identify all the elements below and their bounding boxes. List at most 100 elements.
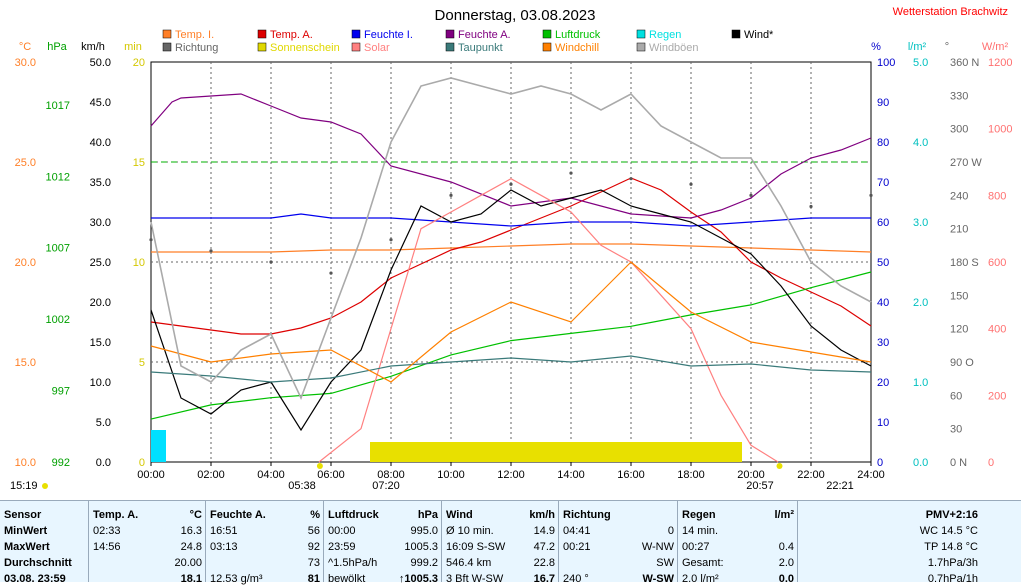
legend-swatch	[351, 42, 361, 52]
stats-row-label: MaxWert	[4, 541, 50, 553]
legend-item: Temp. I.	[162, 29, 214, 41]
legend-swatch	[636, 29, 646, 39]
axis-tick: 1.0	[913, 377, 928, 389]
series-line-feuchte-i-	[151, 213, 871, 227]
stats-dir-current: W-SW	[642, 573, 674, 585]
axis-tick: 5	[139, 357, 145, 369]
marker-moonset-time: 15:19	[10, 480, 38, 492]
series-direction-point	[689, 182, 693, 186]
stats-temp-value: 20.00	[174, 557, 202, 569]
axis-tick: 1017	[46, 100, 70, 112]
stats-wind-label: 546.4 km	[446, 557, 492, 569]
stats-col-humidity: Feuchte A.% 16:51 56 03:13 92 73 12.53 g/m…	[205, 501, 324, 585]
legend-swatch	[542, 29, 552, 39]
legend-label: Taupunkt	[458, 42, 503, 54]
axis-unit: °	[945, 41, 949, 53]
stats-temp-header: Temp. A.	[93, 509, 139, 521]
axis-tick: 0.0	[913, 457, 928, 469]
stats-dir-header: Richtung	[563, 509, 611, 521]
series-direction-point	[869, 193, 873, 197]
series-sunshine	[370, 442, 742, 462]
series-direction-point	[389, 238, 393, 242]
axis-tick: 15.0	[90, 337, 111, 349]
axis-tick: 0	[139, 457, 145, 469]
x-tick: 08:00	[377, 469, 405, 481]
series-direction-point	[629, 177, 633, 181]
series-direction-point	[509, 182, 513, 186]
axis-tick: 800	[988, 190, 1006, 202]
legend-label: Regen	[649, 29, 681, 41]
stats-row-label: MinWert	[4, 525, 48, 537]
grid	[151, 62, 871, 462]
marker-sunrise-time: 05:38	[288, 480, 316, 492]
x-tick: 00:00	[137, 469, 165, 481]
legend-swatch	[257, 29, 267, 39]
stats-wind-label: Ø 10 min.	[446, 525, 494, 537]
stats-dir-time: 04:41	[563, 525, 591, 537]
axis-tick: 60	[877, 217, 889, 229]
x-tick: 10:00	[437, 469, 465, 481]
stats-hum-value: 56	[307, 525, 320, 537]
stats-hum-value: 73	[307, 557, 320, 569]
stats-wind-value: 47.2	[533, 541, 555, 553]
axis-tick: 45.0	[90, 97, 111, 109]
legend-item: Feuchte I.	[351, 29, 413, 41]
series-line-feuchte-a-	[150, 93, 872, 219]
stats-rain-label: 2.0 l/m²	[682, 573, 719, 585]
stats-hum-header: Feuchte A.	[210, 509, 266, 521]
stats-dir-value: SW	[656, 557, 674, 569]
legend-label: Windchill	[555, 42, 599, 54]
series-layer	[149, 77, 873, 463]
axis-tick: 30	[877, 337, 889, 349]
axes: 30.0 25.0 20.0 15.0 10.0 1017 1012 1007 1002 997 9…	[15, 57, 1013, 481]
legend-swatch	[257, 42, 267, 52]
marker-sunset-time: 20:57	[746, 480, 774, 492]
legend-swatch	[542, 42, 552, 52]
legend-label: Richtung	[175, 42, 218, 54]
stats-col-rain: Regen l/m² 14 min. 00:27 0.4 Gesamt: 2.0 2.…	[677, 501, 798, 585]
legend-label: Feuchte I.	[364, 29, 413, 41]
axis-tick: 330	[950, 90, 968, 102]
station-name: Wetterstation Brachwitz	[893, 6, 1008, 18]
chart-title: Donnerstag, 03.08.2023	[435, 7, 596, 24]
stats-temp-current: 18.1	[180, 573, 202, 585]
stats-press-forecast: bewölkt	[328, 573, 366, 585]
stats-press-time: 23:59	[328, 541, 356, 553]
axis-tick: 3.0	[913, 217, 928, 229]
axis-units: °C hPa km/h min% l/m² ° W/m²	[19, 41, 1009, 53]
axis-tick: 180 S	[950, 257, 979, 269]
stats-wind-current: 16.7	[533, 573, 555, 585]
stats-hum-current: 81	[307, 573, 320, 585]
axis-tick: 2.0	[913, 297, 928, 309]
legend-label: Luftdruck	[555, 29, 601, 41]
axis-tick: 120	[950, 324, 968, 336]
axis-tick: 25.0	[90, 257, 111, 269]
axis-unit: l/m²	[908, 41, 927, 53]
axis-tick: 210	[950, 224, 968, 236]
x-tick: 06:00	[317, 469, 345, 481]
series-line-taupunkt	[150, 355, 872, 383]
axis-tick: 90	[877, 97, 889, 109]
legend-swatch	[351, 29, 361, 39]
sun-markers: 15:19 05:38 07:20 20:57 22:21	[10, 463, 854, 492]
legend: Temp. I. Temp. A. Feuchte I. Feuchte A. Luft…	[162, 29, 774, 54]
stats-rain-value: 0.4	[778, 541, 794, 553]
legend-item: Wind*	[731, 29, 774, 41]
series-line-luftdruck	[150, 271, 872, 420]
marker-sunshine-start-time: 07:20	[372, 480, 400, 492]
axis-tick: 25.0	[15, 157, 36, 169]
axis-tick: 40	[877, 297, 889, 309]
axis-tick: 270 W	[950, 157, 982, 169]
legend-swatch	[445, 29, 455, 39]
x-tick: 02:00	[197, 469, 225, 481]
series-line-solar	[318, 178, 779, 463]
legend-item: Windchill	[542, 42, 599, 54]
legend-item: Feuchte A.	[445, 29, 511, 41]
stats-temp-value: 24.8	[180, 541, 202, 553]
series-direction-point	[449, 193, 453, 197]
stats-col-pressure: Luftdruck hPa 00:00 995.0 23:59 1005.3 ^1.5…	[323, 501, 442, 585]
weather-chart: Donnerstag, 03.08.2023 Wetterstation Bra…	[10, 6, 1013, 492]
legend-item: Temp. A.	[257, 29, 313, 41]
axis-tick: 1007	[46, 243, 70, 255]
stats-hum-abs: 12.53 g/m³	[210, 573, 263, 585]
